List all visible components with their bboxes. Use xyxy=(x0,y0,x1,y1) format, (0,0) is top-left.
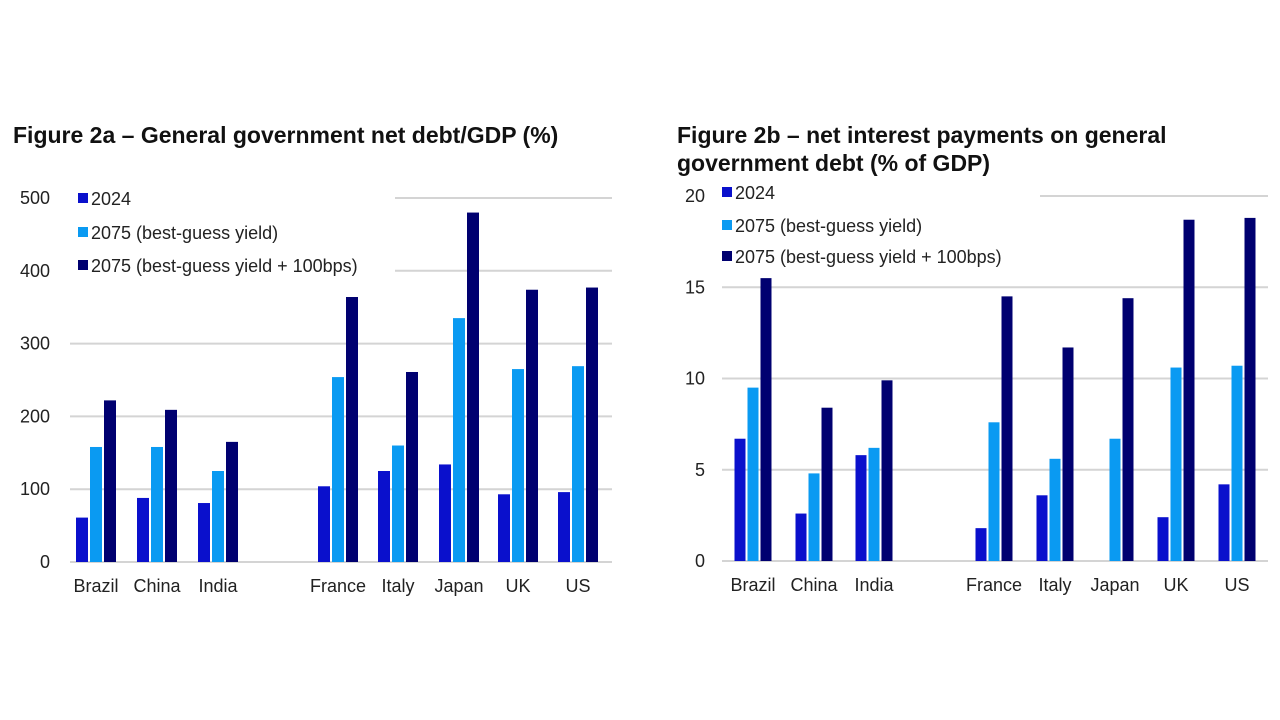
figure-2a-y-tick-label: 500 xyxy=(20,188,50,208)
figure-2b-bar-china-series-1 xyxy=(795,513,807,561)
figure-2b-bar-us-series-3 xyxy=(1244,217,1256,561)
figure-2a-legend-label: 2075 (best-guess yield + 100bps) xyxy=(91,256,358,276)
figure-2b-category-label: Japan xyxy=(1090,575,1139,595)
figure-2a-bar-us-series-2 xyxy=(572,366,584,562)
figure-2b-category-label: China xyxy=(790,575,838,595)
figure-2b-legend-label: 2075 (best-guess yield) xyxy=(735,216,922,236)
figure-2a-category-label: Brazil xyxy=(73,576,118,596)
figure-2a-bar-japan-series-1 xyxy=(439,464,451,562)
figure-2a-category-label: US xyxy=(565,576,590,596)
figure-2b-bar-china-series-3 xyxy=(821,407,833,561)
figure-2b-bar-france-series-3 xyxy=(1001,296,1013,561)
figure-2a-title: Figure 2a – General government net debt/… xyxy=(13,122,559,148)
figure-2a-bar-brazil-series-3 xyxy=(104,400,116,562)
figure-2b-y-tick-label: 5 xyxy=(695,460,705,480)
figure-2a-category-label: India xyxy=(198,576,238,596)
figure-2a-y-axis: 0 100 200 300 400 500 xyxy=(20,188,50,572)
figure-2b-category-label: Brazil xyxy=(730,575,775,595)
figure-2b-legend-swatch-icon xyxy=(722,251,732,261)
figure-2b-bar-italy-series-3 xyxy=(1062,347,1074,561)
figure-2a-bars xyxy=(76,212,598,562)
figure-2a-legend-swatch-icon xyxy=(78,193,88,203)
figure-2a-bar-italy-series-1 xyxy=(378,471,390,562)
figure-2b-bar-india-series-3 xyxy=(881,380,893,561)
figure-2b-category-label: UK xyxy=(1163,575,1188,595)
figure-2a-bar-uk-series-2 xyxy=(512,369,524,562)
figure-2a-bar-china-series-2 xyxy=(151,446,163,562)
figure-2b-y-tick-label: 15 xyxy=(685,277,705,297)
figure-2b-bar-uk-series-2 xyxy=(1170,367,1182,561)
figure-2b-bar-brazil-series-2 xyxy=(747,387,759,561)
figure-2b-y-tick-label: 0 xyxy=(695,551,705,571)
figure-2a-category-label: Japan xyxy=(434,576,483,596)
figure-2b-bar-italy-series-2 xyxy=(1049,458,1061,561)
figure-2b-bar-india-series-2 xyxy=(868,447,880,561)
figure-2b-legend: 2024 2075 (best-guess yield) 2075 (best-gu… xyxy=(722,183,1002,267)
figure-2a-legend-label: 2024 xyxy=(91,189,131,209)
figure-2b-y-tick-label: 20 xyxy=(685,186,705,206)
figure-2a-y-tick-label: 400 xyxy=(20,261,50,281)
figure-2a-legend: 2024 2075 (best-guess yield) 2075 (best-gu… xyxy=(78,189,358,276)
figure-2a-bar-india-series-3 xyxy=(226,441,238,562)
figure-2a-y-tick-label: 100 xyxy=(20,479,50,499)
figure-2b-x-axis: Brazil China India France Italy Japan UK US xyxy=(730,575,1249,595)
figure-2b-bar-us-series-1 xyxy=(1218,484,1230,561)
figure-2b-category-label: US xyxy=(1224,575,1249,595)
figure-2a-category-label: France xyxy=(310,576,366,596)
figure-2b-bar-brazil-series-3 xyxy=(760,278,772,561)
figure-2a-bar-japan-series-3 xyxy=(467,212,479,562)
figure-2a-bar-us-series-3 xyxy=(586,287,598,562)
figure-2b-category-label: France xyxy=(966,575,1022,595)
figure-2a-category-label: UK xyxy=(505,576,530,596)
figure-2b-bar-japan-series-3 xyxy=(1122,298,1134,561)
figure-2a-bar-italy-series-2 xyxy=(392,445,404,562)
figure-2b-y-tick-label: 10 xyxy=(685,369,705,389)
figure-2a-bar-india-series-2 xyxy=(212,471,224,562)
figure-2a-bar-us-series-1 xyxy=(558,492,570,562)
figure-2b-bar-india-series-1 xyxy=(855,455,867,561)
figure-2b-bar-italy-series-1 xyxy=(1036,495,1048,561)
figure-2a-bar-france-series-2 xyxy=(332,377,344,562)
figure-2a-legend-swatch-icon xyxy=(78,260,88,270)
figure-2a-bar-france-series-1 xyxy=(318,486,330,562)
figure-2b-bar-brazil-series-1 xyxy=(734,438,746,561)
figure-2b-bar-france-series-2 xyxy=(988,422,1000,561)
figure-2b-bar-china-series-2 xyxy=(808,473,820,561)
figure-2a-bar-china-series-1 xyxy=(137,497,149,562)
figure-2a-bar-china-series-3 xyxy=(165,409,177,562)
figure-2a-bar-india-series-1 xyxy=(198,503,210,562)
figure-2b-legend-swatch-icon xyxy=(722,187,732,197)
figure-2a-legend-swatch-icon xyxy=(78,227,88,237)
figure-2b-bar-france-series-1 xyxy=(975,528,987,561)
figure-2a-legend-label: 2075 (best-guess yield) xyxy=(91,223,278,243)
figure-2a-y-tick-label: 200 xyxy=(20,406,50,426)
figure-2b-bar-us-series-2 xyxy=(1231,365,1243,561)
figure-2a-y-tick-label: 0 xyxy=(40,552,50,572)
figure-2b-bars xyxy=(734,217,1256,561)
figure-2a-bar-japan-series-2 xyxy=(453,318,465,562)
figure-2a-y-tick-label: 300 xyxy=(20,334,50,354)
figure-2a-category-label: Italy xyxy=(381,576,414,596)
figure-2b-legend-label: 2075 (best-guess yield + 100bps) xyxy=(735,247,1002,267)
figure-2a-bar-france-series-3 xyxy=(346,297,358,562)
figure-2a-category-label: China xyxy=(133,576,181,596)
figure-2b-y-axis: 0 5 10 15 20 xyxy=(685,186,705,571)
figure-2b-category-label: Italy xyxy=(1038,575,1071,595)
figure-2b-title: Figure 2b – net interest payments on gen… xyxy=(677,122,1167,176)
figure-2b-legend-label: 2024 xyxy=(735,183,775,203)
figure-2a-bar-brazil-series-1 xyxy=(76,517,88,562)
figure-2b-legend-swatch-icon xyxy=(722,220,732,230)
figure-2a-bar-brazil-series-2 xyxy=(90,446,102,562)
figure-2a-bar-uk-series-1 xyxy=(498,494,510,562)
figure-2a-bar-uk-series-3 xyxy=(526,289,538,562)
figure-2b-bar-japan-series-2 xyxy=(1109,438,1121,561)
figure-2a-bar-italy-series-3 xyxy=(406,371,418,562)
figure-2a-x-axis: Brazil China India France Italy Japan UK US xyxy=(73,576,590,596)
figure-2b-category-label: India xyxy=(854,575,894,595)
figure-2b-bar-uk-series-3 xyxy=(1183,219,1195,561)
figure-2b-bar-uk-series-1 xyxy=(1157,517,1169,561)
